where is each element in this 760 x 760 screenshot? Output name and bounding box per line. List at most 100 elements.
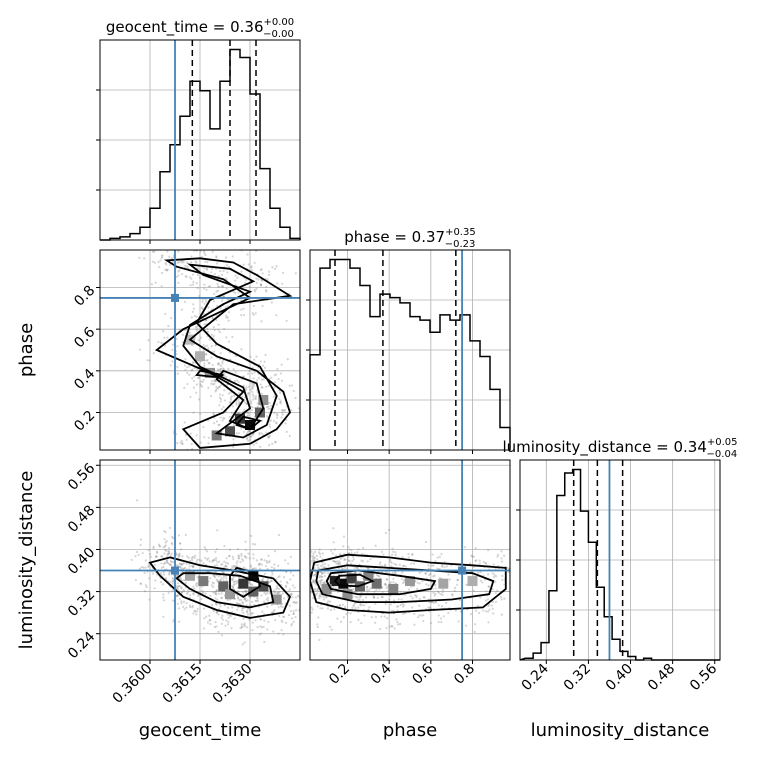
scatter-point: [244, 540, 247, 543]
scatter-point: [305, 569, 307, 571]
scatter-point: [145, 585, 148, 589]
scatter-point: [246, 610, 249, 613]
scatter-point: [385, 570, 389, 574]
scatter-point: [441, 588, 444, 592]
scatter-point: [245, 591, 248, 594]
scatter-point: [212, 383, 215, 386]
scatter-point: [213, 558, 216, 561]
scatter-point: [289, 593, 292, 596]
scatter-point: [364, 596, 368, 599]
scatter-point: [195, 560, 198, 563]
scatter-point: [164, 531, 167, 534]
density-cell: [258, 581, 269, 592]
scatter-point: [194, 247, 196, 249]
scatter-point: [139, 538, 143, 541]
scatter-point: [178, 620, 181, 623]
scatter-point: [162, 615, 165, 618]
scatter-point: [188, 559, 192, 562]
density-cell: [245, 420, 255, 430]
scatter-point: [176, 594, 179, 598]
scatter-point: [192, 386, 196, 389]
scatter-point: [216, 564, 219, 567]
scatter-point: [492, 575, 496, 579]
scatter-point: [195, 282, 198, 285]
scatter-point: [167, 550, 170, 553]
scatter-point: [216, 387, 219, 390]
scatter-point: [250, 435, 253, 438]
scatter-point: [255, 379, 259, 382]
scatter-point: [411, 597, 414, 600]
scatter-point: [281, 282, 284, 285]
density-cell: [195, 351, 205, 362]
scatter-point: [359, 602, 362, 606]
scatter-point: [195, 585, 198, 588]
scatter-point: [256, 626, 259, 629]
scatter-point: [294, 616, 297, 619]
scatter-point: [211, 363, 214, 367]
scatter-point: [184, 328, 187, 331]
scatter-point: [379, 561, 382, 564]
scatter-point: [210, 271, 213, 274]
scatter-point: [212, 300, 216, 303]
scatter-point: [207, 386, 210, 389]
scatter-point: [478, 559, 481, 562]
scatter-point: [260, 283, 263, 287]
scatter-point: [195, 582, 199, 585]
scatter-point: [148, 552, 152, 556]
scatter-point: [212, 585, 215, 589]
scatter-point: [246, 411, 250, 414]
scatter-point: [333, 560, 337, 563]
scatter-point: [219, 269, 222, 273]
scatter-point: [338, 560, 341, 563]
scatter-point: [347, 555, 350, 559]
scatter-point: [321, 607, 324, 610]
scatter-point: [186, 592, 189, 595]
contour-line: [235, 415, 262, 431]
scatter-point: [213, 576, 217, 579]
scatter-point: [159, 572, 162, 575]
scatter-point: [260, 626, 263, 629]
scatter-point: [208, 560, 211, 563]
scatter-point: [262, 378, 265, 381]
scatter-point: [189, 284, 192, 287]
scatter-point: [223, 373, 226, 376]
scatter-point: [165, 269, 169, 272]
y-tick-label-phase: 0.6: [71, 324, 98, 351]
scatter-point: [196, 286, 199, 290]
scatter-point: [416, 587, 419, 590]
scatter-point: [263, 572, 266, 575]
scatter-point: [222, 327, 226, 331]
scatter-point: [134, 554, 137, 558]
scatter-point: [437, 604, 440, 607]
scatter-point: [236, 560, 239, 563]
scatter-point: [351, 606, 354, 609]
scatter-point: [248, 618, 251, 621]
scatter-point: [347, 545, 350, 548]
scatter-point: [463, 546, 467, 549]
scatter-point: [290, 593, 293, 596]
scatter-point: [231, 578, 234, 581]
scatter-point: [332, 559, 335, 563]
scatter-point: [221, 394, 224, 397]
scatter-point: [235, 432, 238, 435]
scatter-point: [166, 554, 169, 557]
scatter-point: [265, 561, 269, 564]
scatter-point: [282, 615, 285, 619]
scatter-point: [214, 380, 217, 383]
scatter-point: [285, 418, 288, 422]
scatter-point: [186, 266, 189, 269]
scatter-point: [343, 558, 346, 562]
scatter-point: [318, 594, 321, 597]
scatter-point: [316, 625, 319, 629]
scatter-point: [203, 436, 206, 439]
scatter-point: [401, 571, 404, 574]
scatter-point: [260, 386, 263, 389]
truth-marker: [171, 293, 179, 302]
scatter-point: [384, 583, 387, 586]
scatter-point: [216, 368, 220, 371]
scatter-point: [218, 423, 221, 427]
scatter-point: [306, 585, 308, 587]
scatter-point: [243, 453, 245, 455]
scatter-point: [413, 612, 416, 616]
scatter-point: [237, 602, 240, 605]
